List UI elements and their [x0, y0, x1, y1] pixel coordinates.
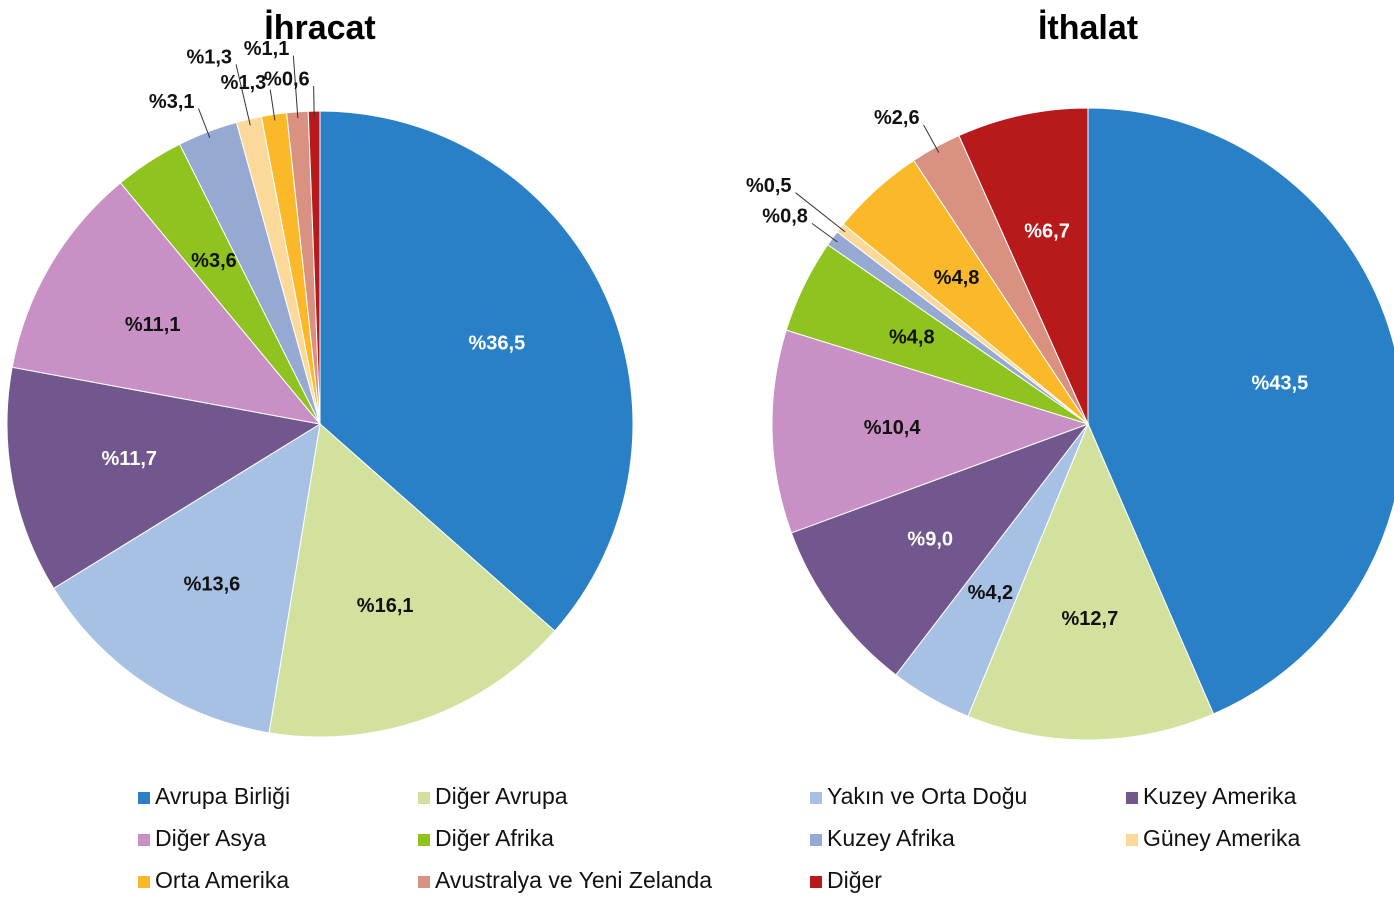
pie-slice — [6, 366, 322, 590]
leader-line — [292, 55, 299, 119]
value-label: %0,6 — [264, 68, 310, 90]
legend-swatch — [418, 792, 430, 804]
value-label: %11,7 — [101, 448, 157, 470]
pie-slice — [771, 329, 1090, 534]
value-label: %1,3 — [221, 72, 267, 94]
leader-line — [811, 222, 838, 243]
leader-line — [198, 108, 211, 138]
value-label: %6,7 — [1024, 221, 1070, 243]
value-label: %1,3 — [186, 47, 232, 69]
legend-swatch — [1126, 792, 1138, 804]
legend-swatch — [810, 792, 822, 804]
legend-label: Kuzey Amerika — [1143, 783, 1297, 809]
pie-slice — [319, 110, 634, 632]
legend-label: Avustralya ve Yeni Zelanda — [435, 867, 712, 893]
legend-swatch — [138, 876, 150, 888]
value-label: %9,0 — [907, 528, 953, 550]
legend-swatch — [138, 792, 150, 804]
value-label: %16,1 — [357, 595, 414, 617]
leader-line — [269, 89, 276, 121]
chart-title: İthalat — [1038, 9, 1138, 47]
value-label: %4,2 — [968, 582, 1014, 604]
legend-swatch — [810, 876, 822, 888]
legend-label: Diğer — [827, 867, 882, 893]
value-label: %4,8 — [934, 267, 980, 289]
legend-swatch — [418, 834, 430, 846]
pie-slice — [958, 107, 1089, 425]
value-label: %10,4 — [864, 417, 922, 439]
pie-slice — [1087, 107, 1394, 715]
leader-line — [235, 64, 251, 126]
legend-label: Diğer Asya — [155, 825, 266, 851]
value-label: %3,6 — [191, 250, 237, 272]
value-label: %2,6 — [874, 107, 920, 129]
value-label: %36,5 — [469, 332, 526, 354]
legend-swatch — [418, 876, 430, 888]
pie-slice — [52, 422, 321, 734]
value-label: %1,1 — [244, 38, 290, 60]
leader-line — [313, 86, 315, 118]
value-label: %0,8 — [762, 206, 808, 228]
legend-label: Avrupa Birliği — [155, 783, 290, 809]
legend-label: Yakın ve Orta Doğu — [827, 783, 1027, 809]
value-label: %11,1 — [125, 314, 181, 336]
legend-label: Kuzey Afrika — [827, 825, 955, 851]
value-label: %0,5 — [746, 175, 792, 197]
leader-line — [923, 124, 940, 153]
legend-label: Orta Amerika — [155, 867, 289, 893]
pie-slice — [11, 182, 322, 425]
legend-swatch — [138, 834, 150, 846]
legend-swatch — [1126, 834, 1138, 846]
pie-slice — [967, 422, 1215, 741]
value-label: %4,8 — [889, 327, 935, 349]
value-label: %3,1 — [149, 91, 195, 113]
legend-label: Diğer Avrupa — [435, 783, 568, 809]
legend-label: Güney Amerika — [1143, 825, 1300, 851]
legend-label: Diğer Afrika — [435, 825, 554, 851]
leader-line — [795, 192, 846, 233]
value-label: %43,5 — [1251, 373, 1308, 395]
value-label: %12,7 — [1061, 608, 1118, 630]
value-label: %13,6 — [184, 573, 241, 595]
pie-slice — [790, 422, 1090, 676]
pie-slice — [268, 423, 556, 738]
legend-swatch — [810, 834, 822, 846]
chart-title: İhracat — [264, 9, 376, 47]
